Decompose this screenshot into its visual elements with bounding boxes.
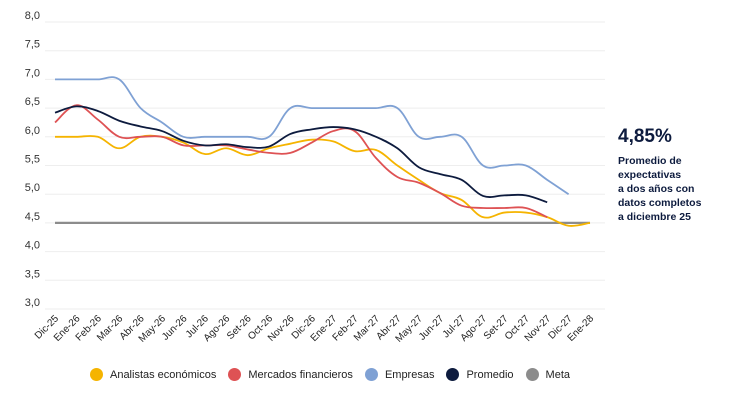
legend-marker-icon (525, 368, 539, 381)
y-tick-label: 3,5 (25, 268, 40, 280)
legend-marker-icon (89, 368, 103, 381)
legend-item[interactable]: Analistas económicos (89, 368, 217, 381)
legend-label: Mercados financieros (248, 368, 353, 381)
legend-item[interactable]: Promedio (446, 368, 514, 381)
y-tick-label: 7,5 (25, 39, 40, 51)
y-tick-label: 5,5 (25, 154, 40, 166)
legend-marker-icon (228, 368, 242, 381)
legend-marker-icon (446, 368, 460, 381)
y-tick-label: 3,0 (25, 297, 40, 309)
series-lines (54, 76, 591, 227)
y-tick-label: 4,0 (25, 240, 40, 252)
gridlines (45, 21, 605, 310)
y-tick-label: 6,5 (25, 96, 40, 108)
legend-item[interactable]: Empresas (364, 368, 435, 381)
summary-description: Promedio de expectativas a dos años con … (618, 155, 702, 223)
y-tick-label: 4,5 (25, 211, 40, 223)
legend-item[interactable]: Mercados financieros (228, 368, 353, 381)
legend-label: Promedio (466, 368, 514, 381)
legend-item[interactable]: Meta (525, 368, 571, 381)
series-line-promedio (54, 105, 548, 204)
legend: Analistas económicos Mercados financieros… (0, 368, 660, 381)
x-tick-label: Jun-27 (417, 313, 447, 343)
y-tick-label: 7,0 (25, 67, 40, 79)
legend-label: Analistas económicos (109, 368, 217, 381)
series-line-analistas-económicos (55, 134, 591, 227)
y-tick-label: 5,0 (25, 182, 40, 194)
summary-value: 4,85% (618, 126, 672, 147)
legend-label: Meta (545, 368, 571, 381)
y-tick-label: 6,0 (25, 125, 40, 137)
legend-label: Empresas (384, 368, 435, 381)
legend-marker-icon (364, 368, 378, 381)
x-axis: Dic-25Ene-26Feb-26Mar-26Abr-26May-26Jun-… (33, 313, 597, 345)
y-tick-label: 8,0 (25, 10, 40, 22)
summary-panel: 4,85% Promedio de expectativas a dos año… (618, 126, 701, 224)
series-line-mercados-financieros (54, 104, 548, 218)
y-axis: 3,0 3,5 4,0 4,5 5,0 5,5 6,0 6,5 7,0 7,5 8,0 (25, 10, 40, 309)
x-tick-label: Jun-26 (160, 313, 190, 343)
series-line-empresas (54, 76, 570, 195)
